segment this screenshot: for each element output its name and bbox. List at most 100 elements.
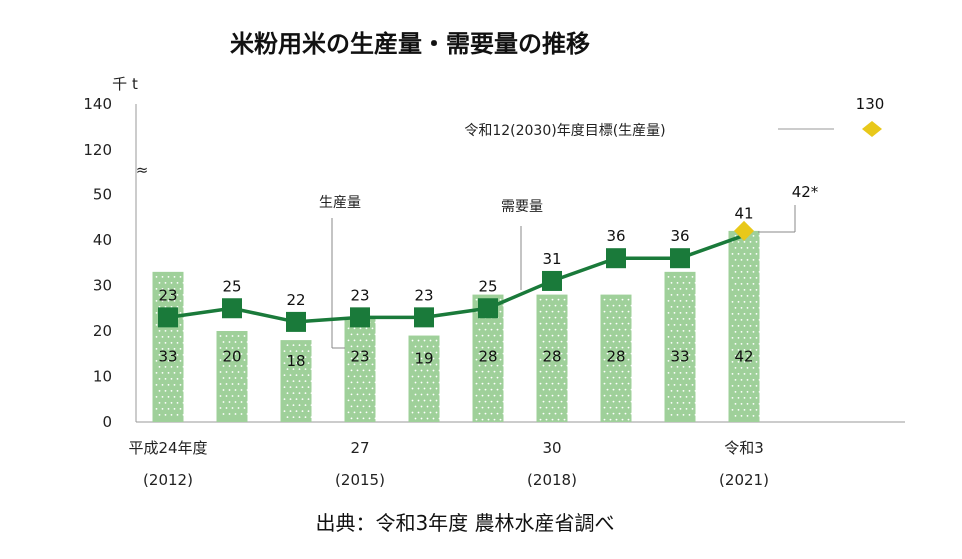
bar-dot — [621, 406, 624, 409]
bar-dot — [176, 329, 179, 332]
bar-dot — [752, 391, 755, 393]
bar-dot — [304, 368, 307, 370]
bar-dot — [158, 305, 161, 308]
bar-dot — [301, 386, 304, 388]
bar-dot — [350, 345, 353, 348]
bar-dot — [301, 350, 304, 352]
bar-dot — [155, 359, 158, 362]
bar-dot — [758, 343, 761, 345]
bar-dot — [746, 295, 749, 297]
bar-dot — [475, 298, 478, 301]
bar-dot — [630, 412, 633, 415]
bar-dot — [676, 377, 679, 380]
bar-dot — [170, 341, 173, 344]
bar-dot — [740, 379, 743, 381]
bar-dot — [685, 299, 688, 302]
bar-dot — [746, 391, 749, 393]
bar-dot — [426, 357, 429, 360]
bar-dot — [219, 347, 222, 349]
bar-dot — [554, 340, 557, 343]
bar-dot — [691, 335, 694, 338]
bar-dot — [353, 375, 356, 378]
bar-dot — [176, 341, 179, 344]
bar-dot — [758, 355, 761, 357]
x-tick-year: (2021) — [719, 471, 769, 489]
demand-point — [286, 311, 306, 332]
bar-dot — [691, 311, 694, 314]
bar-dot — [749, 241, 752, 243]
bar-dot — [734, 331, 737, 333]
bar-dot — [563, 382, 566, 385]
bar-dot — [225, 407, 228, 409]
bar-dot — [365, 375, 368, 378]
bar-dot — [155, 287, 158, 290]
bar-dot — [298, 344, 301, 346]
bar-dot — [173, 347, 176, 350]
bar-dot — [243, 407, 246, 409]
bar-dot — [347, 327, 350, 330]
bar-dot — [694, 293, 697, 296]
bar-dot — [225, 395, 228, 397]
bar-dot — [685, 371, 688, 374]
bar-dot — [542, 388, 545, 391]
bar-dot — [670, 317, 673, 320]
bar-dot — [182, 353, 185, 356]
production-value-label: 20 — [222, 347, 241, 365]
bar-dot — [676, 317, 679, 320]
bar-dot — [560, 304, 563, 307]
bar-dot — [246, 401, 249, 403]
bar-dot — [286, 392, 289, 394]
bar-dot — [752, 343, 755, 345]
bar-dot — [737, 301, 740, 303]
bar-dot — [240, 377, 243, 379]
demand-series-line — [167, 233, 745, 324]
bar-dot — [630, 364, 633, 367]
bar-dot — [356, 345, 359, 348]
bar-dot — [612, 364, 615, 367]
bar-dot — [371, 327, 374, 330]
demand-point — [222, 298, 242, 319]
bar-dot — [609, 358, 612, 361]
bar-dot — [423, 411, 426, 414]
bar-dot — [755, 241, 758, 243]
special-point-label: 42* — [792, 183, 819, 201]
bar-dot — [673, 359, 676, 362]
bar-dot — [563, 298, 566, 301]
bar-dot — [222, 413, 225, 415]
bar-dot — [551, 298, 554, 301]
bar-dot — [670, 341, 673, 344]
bar-dot — [743, 349, 746, 351]
bar-dot — [627, 346, 630, 349]
bar-dot — [420, 417, 423, 420]
bar-dot — [563, 346, 566, 349]
demand-point — [606, 248, 626, 269]
bar-dot — [307, 386, 310, 388]
bar-dot — [155, 383, 158, 386]
bar-dot — [170, 413, 173, 416]
bar-dot — [475, 370, 478, 373]
bar-dot — [164, 413, 167, 416]
bar-dot — [618, 364, 621, 367]
bar-dot — [161, 347, 164, 350]
bar-dot — [752, 331, 755, 333]
bar-dot — [182, 293, 185, 296]
bar-dot — [740, 331, 743, 333]
bar-dot — [423, 363, 426, 366]
bar-dot — [170, 401, 173, 404]
bar-dot — [673, 323, 676, 326]
bar-dot — [612, 340, 615, 343]
bar-dot — [158, 413, 161, 416]
bar-dot — [615, 322, 618, 325]
bar-dot — [237, 395, 240, 397]
demand-point — [350, 307, 370, 328]
bar-dot — [310, 404, 313, 406]
bar-dot — [743, 289, 746, 291]
bar-dot — [179, 371, 182, 374]
bar-dot — [682, 341, 685, 344]
bar-dot — [490, 376, 493, 379]
bar-dot — [737, 337, 740, 339]
bar-dot — [694, 389, 697, 392]
bar-dot — [743, 277, 746, 279]
bar-dot — [548, 400, 551, 403]
bar-dot — [566, 328, 569, 331]
